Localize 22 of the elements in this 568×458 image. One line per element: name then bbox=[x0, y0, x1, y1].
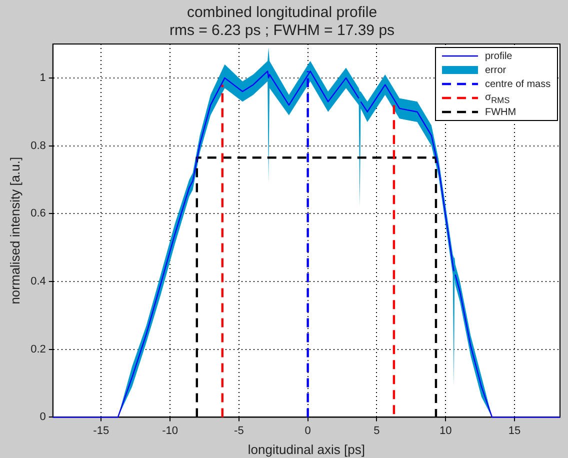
legend-label: error bbox=[485, 64, 506, 76]
y-tick-label: 0.8 bbox=[30, 140, 46, 152]
legend-label: σ$_{RMS}$ bbox=[485, 92, 510, 104]
x-tick-label: -5 bbox=[234, 424, 244, 437]
y-tick-label: 1 bbox=[40, 72, 46, 84]
x-tick-label: 0 bbox=[304, 424, 311, 437]
y-tick-label: 0.4 bbox=[30, 276, 46, 288]
y-tick-label: 0 bbox=[40, 411, 46, 424]
x-tick-label: 5 bbox=[374, 424, 380, 437]
x-tick-label: -15 bbox=[93, 424, 110, 437]
y-tick-label: 0.2 bbox=[30, 343, 46, 356]
legend-label: profile bbox=[485, 50, 512, 62]
x-tick-label: 15 bbox=[508, 424, 521, 437]
x-tick-label: -10 bbox=[162, 424, 178, 437]
chart-subtitle: rms = 6.23 ps ; FWHM = 17.39 ps bbox=[169, 22, 395, 40]
legend-label: FWHM bbox=[485, 106, 516, 118]
y-axis-title: normalised intensity [a.u.] bbox=[7, 156, 22, 304]
x-axis-title: longitudinal axis [ps] bbox=[248, 442, 365, 457]
legend-label: centre of mass bbox=[485, 78, 551, 90]
chart-title: combined longitudinal profile bbox=[186, 4, 378, 22]
x-tick-label: 10 bbox=[440, 424, 452, 437]
y-tick-label: 0.6 bbox=[30, 208, 46, 220]
